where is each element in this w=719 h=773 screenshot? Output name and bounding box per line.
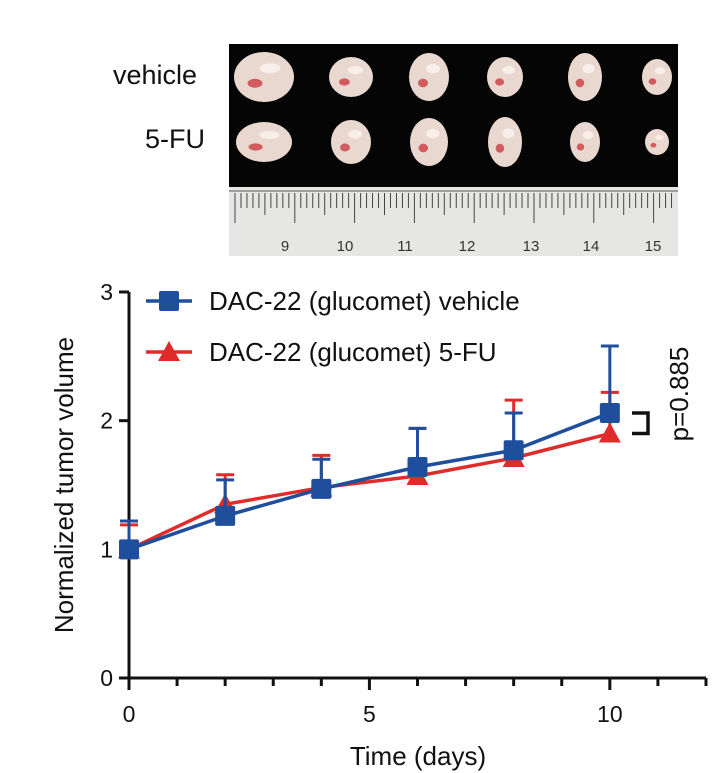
ruler-number: 9 [281,238,289,255]
data-point [311,478,332,499]
bracket-line [632,411,650,436]
series-5fu [118,390,621,559]
series-line [128,431,611,551]
data-point [503,440,524,461]
tumor-blood-spot [495,78,505,86]
tumor-blood-spot [247,78,263,88]
data-point [215,505,236,526]
vehicle-row-label: vehicle [113,60,198,90]
data-point [407,456,428,477]
tumor-highlight [655,134,664,141]
tumor-blood-spot [575,78,585,88]
x-tick-label: 5 [363,701,376,727]
tumor-photo-panel: vehicle 5-FU 9 10 11 12 13 14 15 [0,0,719,260]
ruler-number: 12 [459,238,476,255]
tumor-sample [642,59,672,95]
data-point [599,402,620,423]
tumor-sample [568,53,602,101]
tumor-highlight [259,63,281,74]
ruler-number: 10 [337,238,354,255]
series-layer [118,344,621,560]
tumor-sample [488,117,522,167]
tumor-image [234,52,672,167]
tumor-blood-spot [648,78,657,85]
tumor-highlight [582,63,595,74]
tumor-highlight [348,129,362,139]
x-tick-label: 10 [597,701,623,727]
ruler-number: 11 [397,238,413,255]
ruler: 9 10 11 12 13 14 15 [229,187,678,256]
data-point [598,422,621,443]
legend-marker [158,341,180,361]
y-tick-label: 0 [100,665,113,691]
legend-marker [159,291,179,311]
ruler-number: 14 [583,238,600,255]
tumor-sample [234,52,294,102]
x-axis-ticks: 0 5 10 [123,678,708,727]
tumor-sample [570,122,600,162]
legend-label: DAC-22 (glucomet) vehicle [209,286,520,316]
tumor-highlight [259,131,280,139]
tumor-highlight [426,128,440,139]
y-axis-ticks: 0 1 2 3 [100,279,129,691]
tumor-sample [331,120,371,164]
tumor-blood-spot [576,143,585,151]
tumor-blood-spot [650,142,657,148]
significance-bracket [632,411,650,436]
tumor-blood-spot [418,78,428,88]
ruler-number: 15 [645,238,662,255]
tumor-sample [410,118,448,166]
y-tick-label: 2 [100,408,113,434]
tumor-blood-spot [338,78,350,86]
tumor-sample [487,57,523,97]
y-tick-label: 1 [100,536,113,562]
legend: DAC-22 (glucomet) vehicle DAC-22 (glucome… [146,286,520,367]
tumor-blood-spot [340,143,350,152]
ruler-scale: 9 10 11 12 13 14 15 [229,190,678,255]
y-axis-title: Normalized tumor volume [49,337,79,633]
tumor-blood-spot [418,143,429,153]
y-tick-label: 3 [100,279,113,305]
tumor-sample [236,122,292,162]
tumor-blood-spot [248,143,263,151]
5fu-row-label: 5-FU [145,124,205,154]
tumor-highlight [582,131,594,139]
series-vehicle [119,344,620,560]
data-point [119,539,139,560]
tumor-photograph: 9 10 11 12 13 14 15 [229,44,678,256]
ruler-number: 13 [523,238,540,255]
tumor-blood-spot [495,143,505,153]
tumor-sample [409,53,449,101]
tumor-sample [329,57,373,97]
ruler-numbers: 9 10 11 12 13 14 15 [281,238,662,255]
tumor-highlight [502,128,515,139]
tumor-highlight [654,67,666,75]
p-value-annotation: p=0.885 [664,347,694,442]
ruler-ticks [229,190,678,223]
tumor-highlight [426,63,440,74]
tumor-sample [645,129,669,155]
excised-tumors [234,52,672,167]
series-line [128,411,611,551]
tumor-highlight [502,66,515,74]
x-axis-title: Time (days) [350,741,486,771]
legend-label: DAC-22 (glucomet) 5-FU [209,337,497,367]
tumor-highlight [347,66,364,74]
x-tick-label: 0 [123,701,136,727]
